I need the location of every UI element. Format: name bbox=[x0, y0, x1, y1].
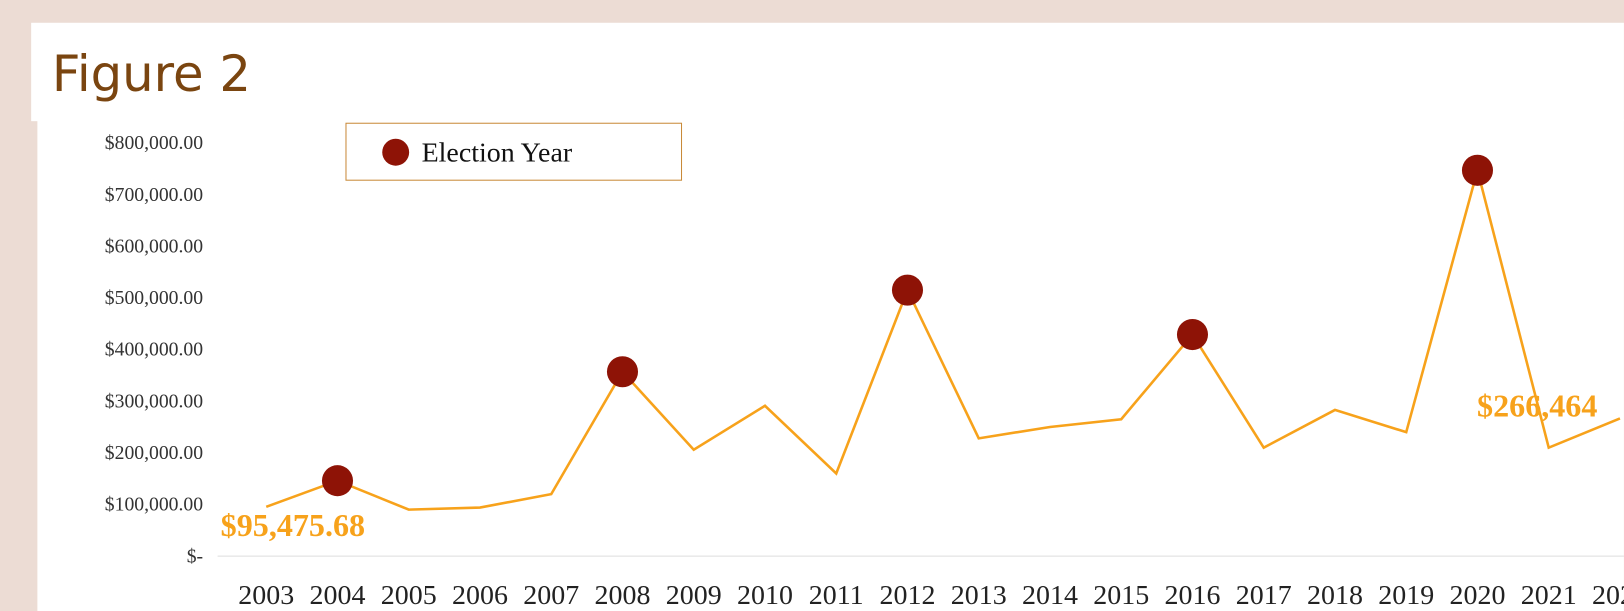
election-marker bbox=[891, 274, 924, 306]
x-tick-label: 2006 bbox=[452, 580, 508, 611]
y-tick-label: $800,000.00 bbox=[105, 132, 203, 154]
x-tick-label: 2007 bbox=[523, 580, 579, 611]
y-tick-label: $600,000.00 bbox=[105, 235, 203, 257]
y-tick-label: $700,000.00 bbox=[105, 184, 203, 206]
election-marker bbox=[1461, 154, 1494, 186]
y-tick-label: $- bbox=[187, 545, 203, 567]
x-tick-label: 2013 bbox=[951, 580, 1007, 611]
y-tick-label: $400,000.00 bbox=[105, 339, 203, 361]
title-box bbox=[31, 22, 1624, 122]
line bbox=[265, 165, 1621, 511]
election-marker bbox=[1176, 319, 1209, 351]
x-tick-label: 2009 bbox=[666, 580, 722, 611]
legend-label: Election Year bbox=[422, 138, 573, 169]
x-tick-label: 2022 bbox=[1592, 580, 1624, 611]
x-tick-label: 2014 bbox=[1022, 580, 1078, 611]
x-tick-label: 2003 bbox=[238, 580, 294, 611]
x-tick-label: 2017 bbox=[1236, 580, 1292, 611]
x-tick-label: 2012 bbox=[880, 580, 936, 611]
x-tick-label: 2008 bbox=[595, 580, 651, 611]
chart-title: Figure 2 bbox=[52, 45, 251, 103]
election-marker bbox=[606, 356, 639, 388]
x-tick-label: 2020 bbox=[1450, 580, 1506, 611]
election-marker bbox=[321, 465, 354, 497]
x-tick-label: 2004 bbox=[310, 580, 366, 611]
x-tick-label: 2011 bbox=[809, 580, 864, 611]
plot-area bbox=[37, 119, 1624, 611]
value-label: $95,475.68 bbox=[221, 507, 365, 543]
y-tick-label: $500,000.00 bbox=[105, 287, 203, 309]
x-tick-label: 2005 bbox=[381, 580, 437, 611]
x-tick-label: 2019 bbox=[1378, 580, 1434, 611]
y-tick-label: $100,000.00 bbox=[105, 494, 203, 516]
legend-marker bbox=[382, 138, 410, 166]
y-tick-label: $200,000.00 bbox=[105, 442, 203, 464]
x-tick-label: 2015 bbox=[1093, 580, 1149, 611]
x-tick-label: 2021 bbox=[1521, 580, 1577, 611]
x-tick-label: 2016 bbox=[1165, 580, 1221, 611]
value-label: $266,464 bbox=[1477, 387, 1597, 423]
x-tick-label: 2018 bbox=[1307, 580, 1363, 611]
y-tick-label: $300,000.00 bbox=[105, 390, 203, 412]
x-tick-label: 2010 bbox=[737, 580, 793, 611]
